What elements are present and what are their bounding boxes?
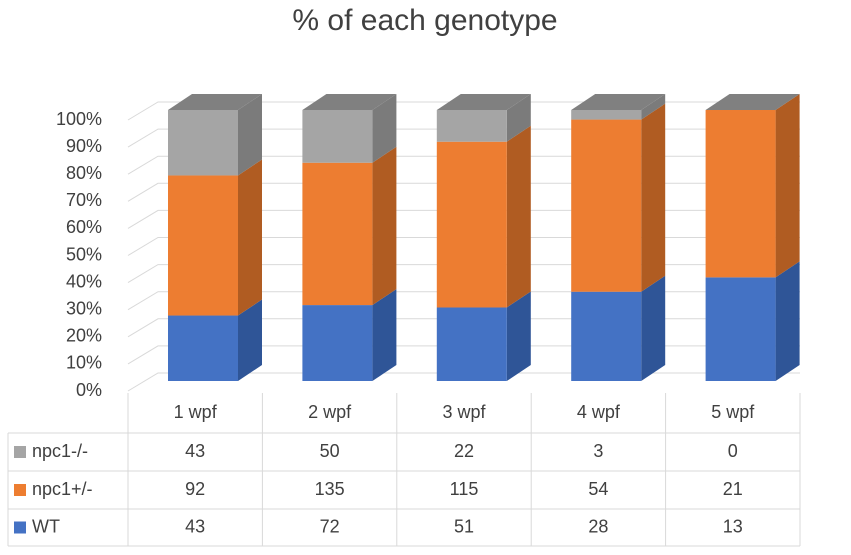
y-tick-label: 100% [56,109,102,129]
bar-top [705,94,800,110]
bar-segment [436,307,507,381]
table-value: 0 [728,441,738,461]
bar-side [372,146,397,306]
x-tick-label: 2 wpf [308,402,352,422]
table-value: 135 [315,479,345,499]
bar-segment [436,110,507,142]
bar-segment [571,110,642,120]
y-tick-label: 40% [66,271,102,291]
table-value: 22 [454,441,474,461]
legend-label: npc1+/- [32,479,93,499]
table-value: 92 [185,479,205,499]
table-value: 50 [320,441,340,461]
bar-side [506,125,531,308]
bar-top [436,94,531,110]
y-tick-label: 90% [66,136,102,156]
legend-label: WT [32,516,60,536]
y-tick-label: 60% [66,217,102,237]
x-tick-label: 1 wpf [174,402,218,422]
bar-side [641,103,666,292]
bar-side [372,289,397,381]
legend-swatch [14,446,26,458]
legend-swatch [14,521,26,534]
y-tick-label: 10% [66,353,102,373]
table-value: 3 [593,441,603,461]
bar-top [168,94,262,110]
bar-side [641,275,666,381]
bar-segment [705,277,776,381]
x-tick-label: 4 wpf [577,402,621,422]
table-value: 43 [185,441,205,461]
y-tick-label: 30% [66,298,102,318]
table-value: 51 [454,516,474,536]
bar-segment [302,110,373,163]
bar-side [506,94,531,142]
bar-segment [168,175,238,316]
y-tick-label: 20% [66,326,102,346]
table-value: 54 [588,479,608,499]
y-tick-label: 80% [66,163,102,183]
bar-side [238,159,262,316]
y-tick-label: 70% [66,190,102,210]
y-tick-label: 0% [76,380,102,400]
bar-segment [168,110,238,176]
y-tick-label: 50% [66,244,102,264]
table-value: 13 [723,516,743,536]
bar-top [302,94,397,110]
table-value: 21 [723,479,743,499]
legend-swatch [14,484,26,496]
bar-segment [571,291,642,381]
bar-segment [168,315,238,381]
chart-title: % of each genotype [292,4,557,37]
table-value: 28 [588,516,608,536]
table-value: 43 [185,516,205,536]
bar-segment [436,141,507,308]
legend-label: npc1-/- [32,441,88,461]
bar-side [372,94,397,163]
bar-segment [571,119,642,292]
bar-top [571,94,666,110]
bar-segment [302,162,373,306]
table-value: 115 [450,479,479,499]
x-tick-label: 5 wpf [711,402,755,422]
table-value: 72 [320,516,340,536]
x-tick-label: 3 wpf [442,402,486,422]
bar-side [238,299,262,381]
bar-segment [302,305,373,381]
bar-side [506,291,531,381]
bar-side [775,261,800,381]
bar-side [775,94,800,278]
bar-side [641,94,666,120]
bar-segment [705,110,776,278]
bar-side [238,94,262,176]
